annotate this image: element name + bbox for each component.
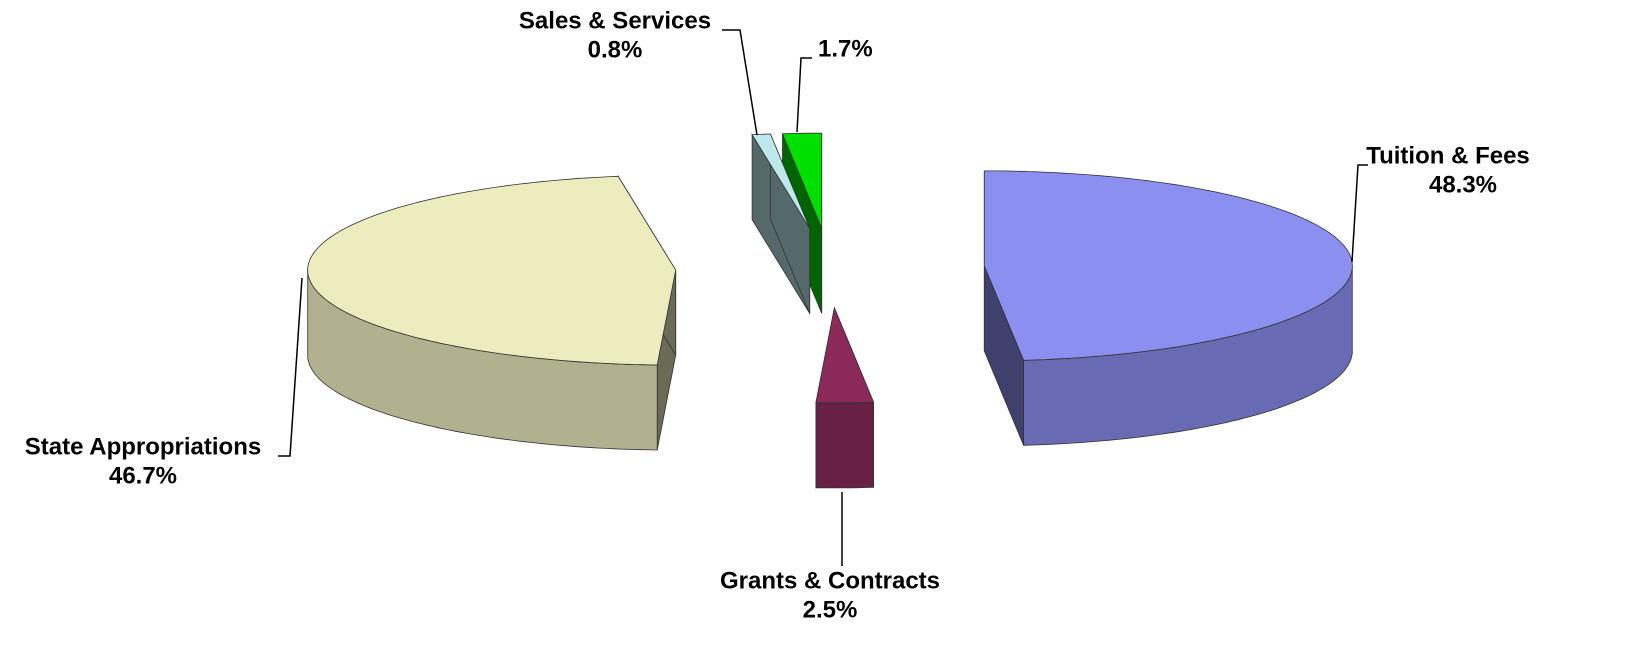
value-label: 48.3% (1429, 171, 1497, 198)
value-label: 2.5% (803, 596, 858, 623)
slice (781, 132, 823, 229)
slice-label: Tuition & Fees (1366, 142, 1530, 169)
leader-line (278, 277, 303, 457)
slice (751, 133, 811, 229)
slice-label: State Appropriations (25, 433, 261, 460)
slice-label: Grants & Contracts (720, 567, 940, 594)
slice (815, 306, 875, 404)
leader-line (722, 29, 758, 136)
value-label: 1.7% (818, 35, 873, 62)
slice-side (815, 401, 874, 489)
leader-line (1351, 164, 1368, 263)
value-label: 46.7% (109, 462, 177, 489)
leader-line (796, 57, 812, 133)
slice (307, 175, 677, 366)
slice-label: Sales & Services (519, 7, 711, 34)
value-label: 0.8% (588, 36, 643, 63)
